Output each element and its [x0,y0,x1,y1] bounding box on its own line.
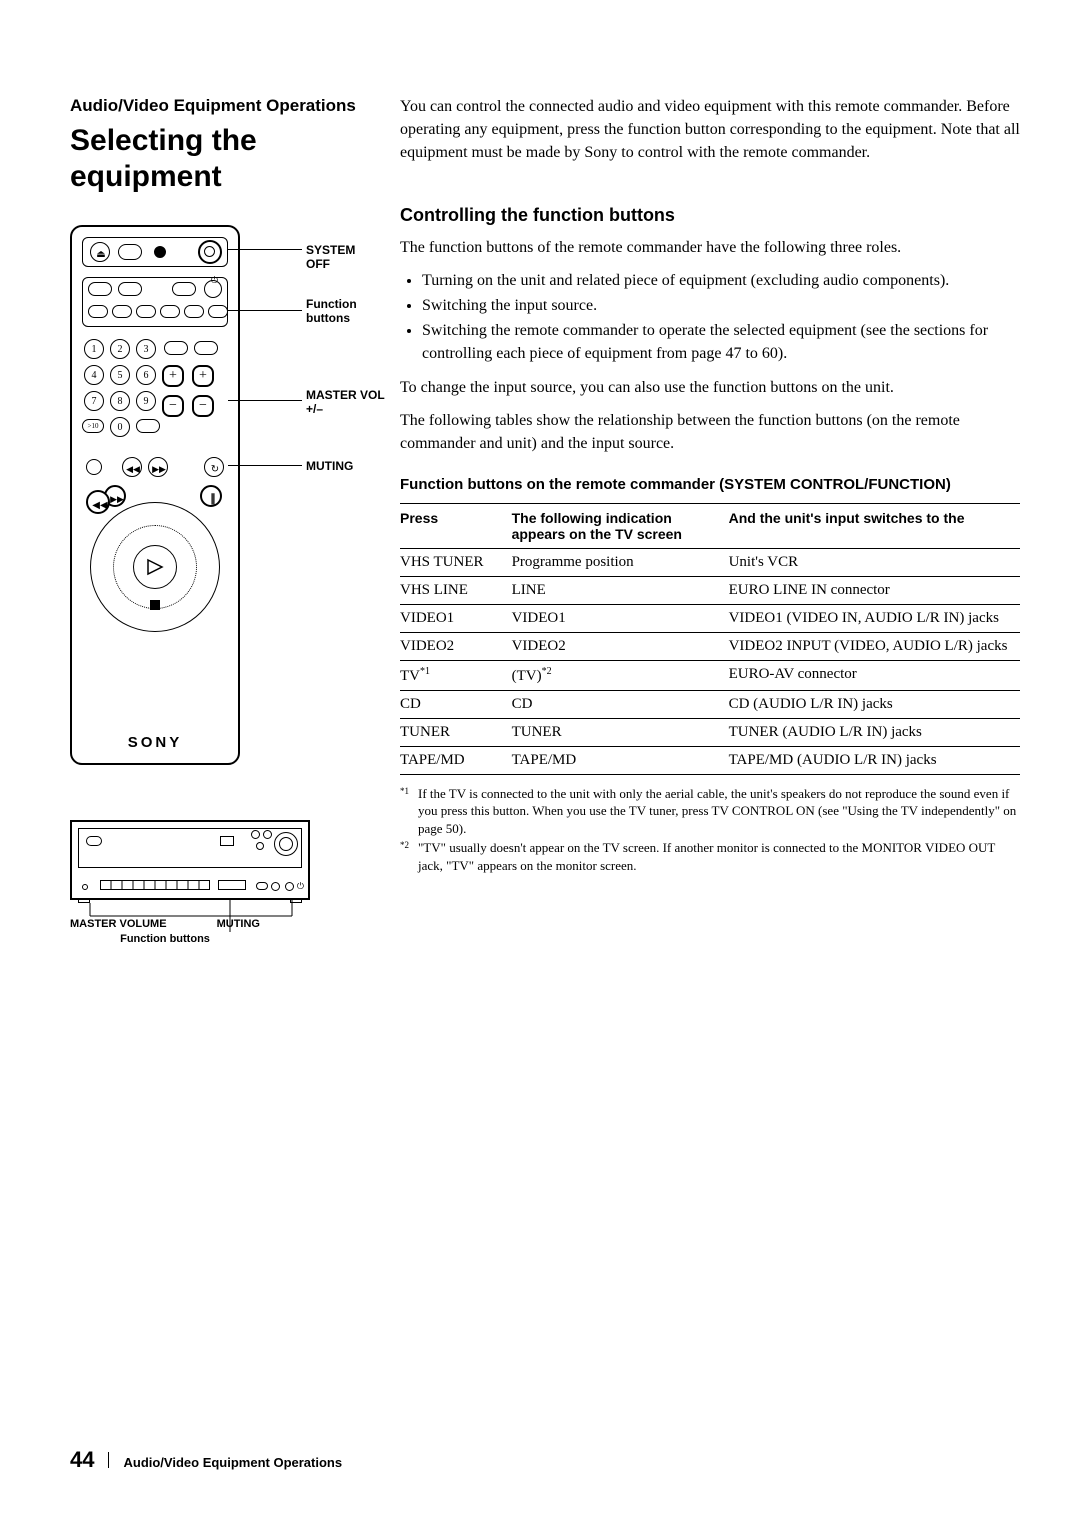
table-row: VIDEO1VIDEO1VIDEO1 (VIDEO IN, AUDIO L/R … [400,604,1020,632]
callout-master-vol: MASTER VOL +/– [306,388,386,417]
footer-section: Audio/Video Equipment Operations [123,1455,342,1470]
callout-system-off: SYSTEM OFF [306,243,360,272]
table-header: Press [400,503,512,548]
remote-diagram: ⏏ ⏻ 1 2 [70,225,360,765]
roles-list: Turning on the unit and related piece of… [400,269,1020,366]
unit-label-muting: MUTING [217,918,260,930]
page-title: Selecting the equipment [70,123,360,195]
page-footer: 44 Audio/Video Equipment Operations [70,1447,342,1473]
followup-text: The following tables show the relationsh… [400,409,1020,455]
table-header: The following indication appears on the … [512,503,729,548]
footnote: *2 "TV" usually doesn't appear on the TV… [400,839,1020,874]
svg-text:▶▶: ▶▶ [152,464,166,474]
svg-text:↻: ↻ [211,464,219,475]
function-table: Press The following indication appears o… [400,503,1020,775]
table-row: VHS TUNERProgramme positionUnit's VCR [400,548,1020,576]
svg-text:⏏: ⏏ [96,249,105,260]
lead-text: The function buttons of the remote comma… [400,236,1020,259]
brand-label: SONY [72,734,238,751]
intro-paragraph: You can control the connected audio and … [400,95,1020,165]
table-row: TUNERTUNERTUNER (AUDIO L/R IN) jacks [400,718,1020,746]
table-row: VHS LINELINEEURO LINE IN connector [400,576,1020,604]
table-caption: Function buttons on the remote commander… [400,475,1020,495]
section-label: Audio/Video Equipment Operations [70,95,360,117]
list-item: Turning on the unit and related piece of… [422,269,1020,292]
right-column: You can control the connected audio and … [400,95,1020,918]
svg-text:∥: ∥ [210,493,216,505]
unit-diagram: ⏻ MASTER VOLUME MUTING Function buttons [70,820,360,900]
table-row: VIDEO2VIDEO2VIDEO2 INPUT (VIDEO, AUDIO L… [400,632,1020,660]
unit-label-function-buttons: Function buttons [70,933,260,945]
table-header: And the unit's input switches to the [729,503,1020,548]
table-row: CDCDCD (AUDIO L/R IN) jacks [400,690,1020,718]
svg-text:◀◀: ◀◀ [126,464,140,474]
footnote: *1 If the TV is connected to the unit wi… [400,785,1020,838]
table-row: TAPE/MDTAPE/MDTAPE/MD (AUDIO L/R IN) jac… [400,746,1020,774]
table-row: TV*1(TV)*2EURO-AV connector [400,660,1020,690]
list-item: Switching the remote commander to operat… [422,319,1020,365]
page-number: 44 [70,1447,94,1473]
unit-label-master-volume: MASTER VOLUME [70,918,167,930]
footnotes: *1 If the TV is connected to the unit wi… [400,785,1020,875]
svg-text:◀◀: ◀◀ [92,500,108,511]
list-item: Switching the input source. [422,294,1020,317]
followup-text: To change the input source, you can also… [400,376,1020,399]
callout-muting: MUTING [306,459,353,473]
subsection-heading: Controlling the function buttons [400,205,1020,226]
left-column: Audio/Video Equipment Operations Selecti… [70,95,360,918]
svg-text:▶▶: ▶▶ [110,494,124,504]
callout-function-buttons: Function buttons [306,297,366,326]
